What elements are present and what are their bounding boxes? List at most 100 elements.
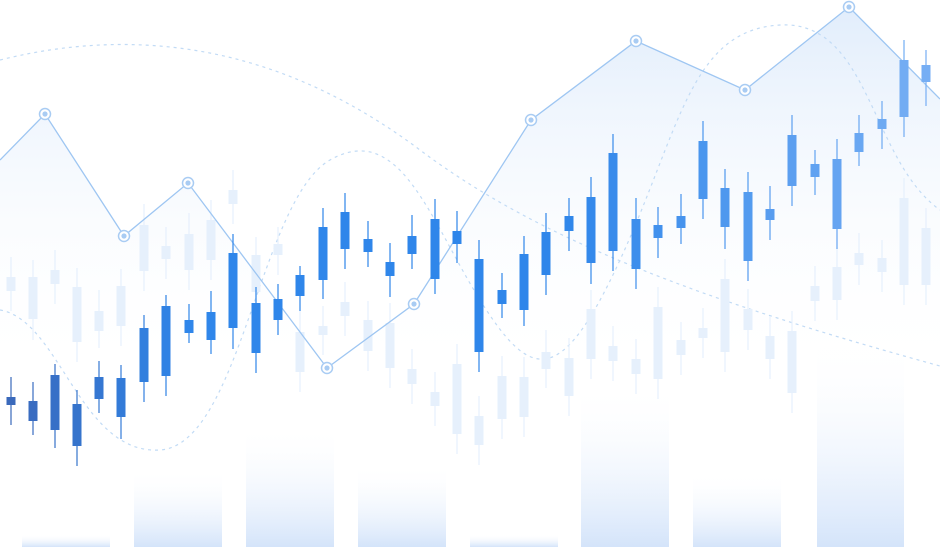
ghost-candle-33-body [743, 309, 753, 330]
candle-20-body [452, 231, 462, 244]
ghost-candle-2-body [50, 270, 60, 284]
ghost-candle-28-body [631, 359, 641, 374]
candle-24-body [541, 232, 551, 275]
ghost-candle-23 [519, 357, 529, 437]
ghost-candle-37-body [832, 267, 842, 300]
candle-26-body [586, 197, 596, 263]
ghost-candle-23-body [519, 377, 529, 417]
ghost-candle-7-body [161, 246, 171, 259]
candle-23 [519, 236, 529, 326]
ghost-candle-0 [6, 257, 16, 311]
candle-35-body [787, 135, 797, 186]
ghost-candle-36 [810, 266, 820, 321]
ghost-candle-40 [899, 178, 909, 305]
candle-38 [854, 115, 864, 166]
ghost-candle-30-body [676, 340, 686, 355]
ghost-candle-1 [28, 260, 38, 340]
ghost-candle-30 [676, 322, 686, 375]
ghost-candle-25-body [564, 358, 574, 396]
candle-10-body [228, 253, 238, 328]
candle-8-body [184, 320, 194, 333]
ghost-candle-38-body [854, 253, 864, 265]
candle-30 [676, 194, 686, 244]
candle-34-body [765, 209, 775, 220]
line-point-2 [117, 229, 131, 243]
candle-6-body [139, 328, 149, 382]
ghost-candle-18-body [407, 369, 417, 384]
ghost-candle-6-body [139, 225, 149, 271]
ghost-candle-27 [608, 326, 618, 381]
ghost-candle-17-body [385, 323, 395, 368]
candle-31-body [698, 141, 708, 199]
ghost-candle-26 [586, 290, 596, 379]
ghost-candle-15-body [340, 302, 350, 316]
candle-17 [385, 243, 395, 297]
candles-layer [6, 40, 931, 466]
candle-14 [318, 208, 328, 299]
ghost-candle-39 [877, 240, 887, 292]
ghost-candle-33 [743, 289, 753, 350]
candle-7-body [161, 306, 171, 376]
ghost-candle-22-body [497, 376, 507, 419]
candle-11 [251, 287, 261, 373]
ghost-candle-8-body [184, 234, 194, 270]
candle-9 [206, 291, 216, 354]
candle-30-body [676, 216, 686, 228]
ghost-candle-7 [161, 227, 171, 279]
candle-25-body [564, 216, 574, 231]
ghost-candle-16 [363, 301, 373, 371]
candle-39 [877, 101, 887, 149]
candle-13 [295, 266, 305, 311]
ghost-candle-31-body [698, 328, 708, 338]
candle-26 [586, 177, 596, 284]
candle-38-body [854, 133, 864, 152]
candle-17-body [385, 262, 395, 276]
candle-29 [653, 207, 663, 258]
ghost-candle-38 [854, 233, 864, 285]
ghost-candle-1-body [28, 277, 38, 319]
dotted-curve-0 [0, 43, 940, 367]
line-point-9 [842, 0, 856, 14]
candle-41 [921, 50, 931, 106]
candle-2 [50, 364, 60, 448]
candle-25 [564, 198, 574, 251]
line-series-layer [0, 0, 940, 375]
candle-2-body [50, 375, 60, 430]
ghost-candle-16-body [363, 320, 373, 351]
candle-15-body [340, 212, 350, 249]
candle-8 [184, 304, 194, 343]
ghost-candle-15 [340, 282, 350, 336]
candle-41-body [921, 65, 931, 82]
ghost-candle-29 [653, 287, 663, 399]
ghost-candle-19 [430, 372, 440, 426]
candle-21-body [474, 259, 484, 352]
ghost-candle-8 [184, 213, 194, 290]
candle-18-body [407, 236, 417, 254]
ghost-candle-12 [273, 227, 283, 275]
candle-21 [474, 240, 484, 372]
candle-19-body [430, 219, 440, 279]
line-point-dot-3 [185, 180, 191, 186]
candle-23-body [519, 254, 529, 310]
candle-32-body [720, 188, 730, 227]
candle-16 [363, 221, 373, 267]
line-point-dot-5 [411, 301, 417, 307]
volume-bar-0 [22, 535, 110, 547]
ghost-candle-40-body [899, 198, 909, 285]
line-point-5 [407, 297, 421, 311]
candle-34 [765, 186, 775, 240]
ghost-candle-13 [295, 311, 305, 392]
ghost-candle-5-body [116, 286, 126, 326]
ghost-candle-41-body [921, 228, 931, 285]
volume-bar-2 [246, 430, 334, 547]
line-area-fill [0, 7, 940, 380]
candle-5-body [116, 378, 126, 417]
ghost-candle-20-body [452, 364, 462, 434]
candle-35 [787, 115, 797, 206]
candle-15 [340, 193, 350, 269]
volume-bar-3 [358, 467, 446, 547]
ghost-candle-26-body [586, 309, 596, 359]
ghost-candle-3-body [72, 287, 82, 342]
